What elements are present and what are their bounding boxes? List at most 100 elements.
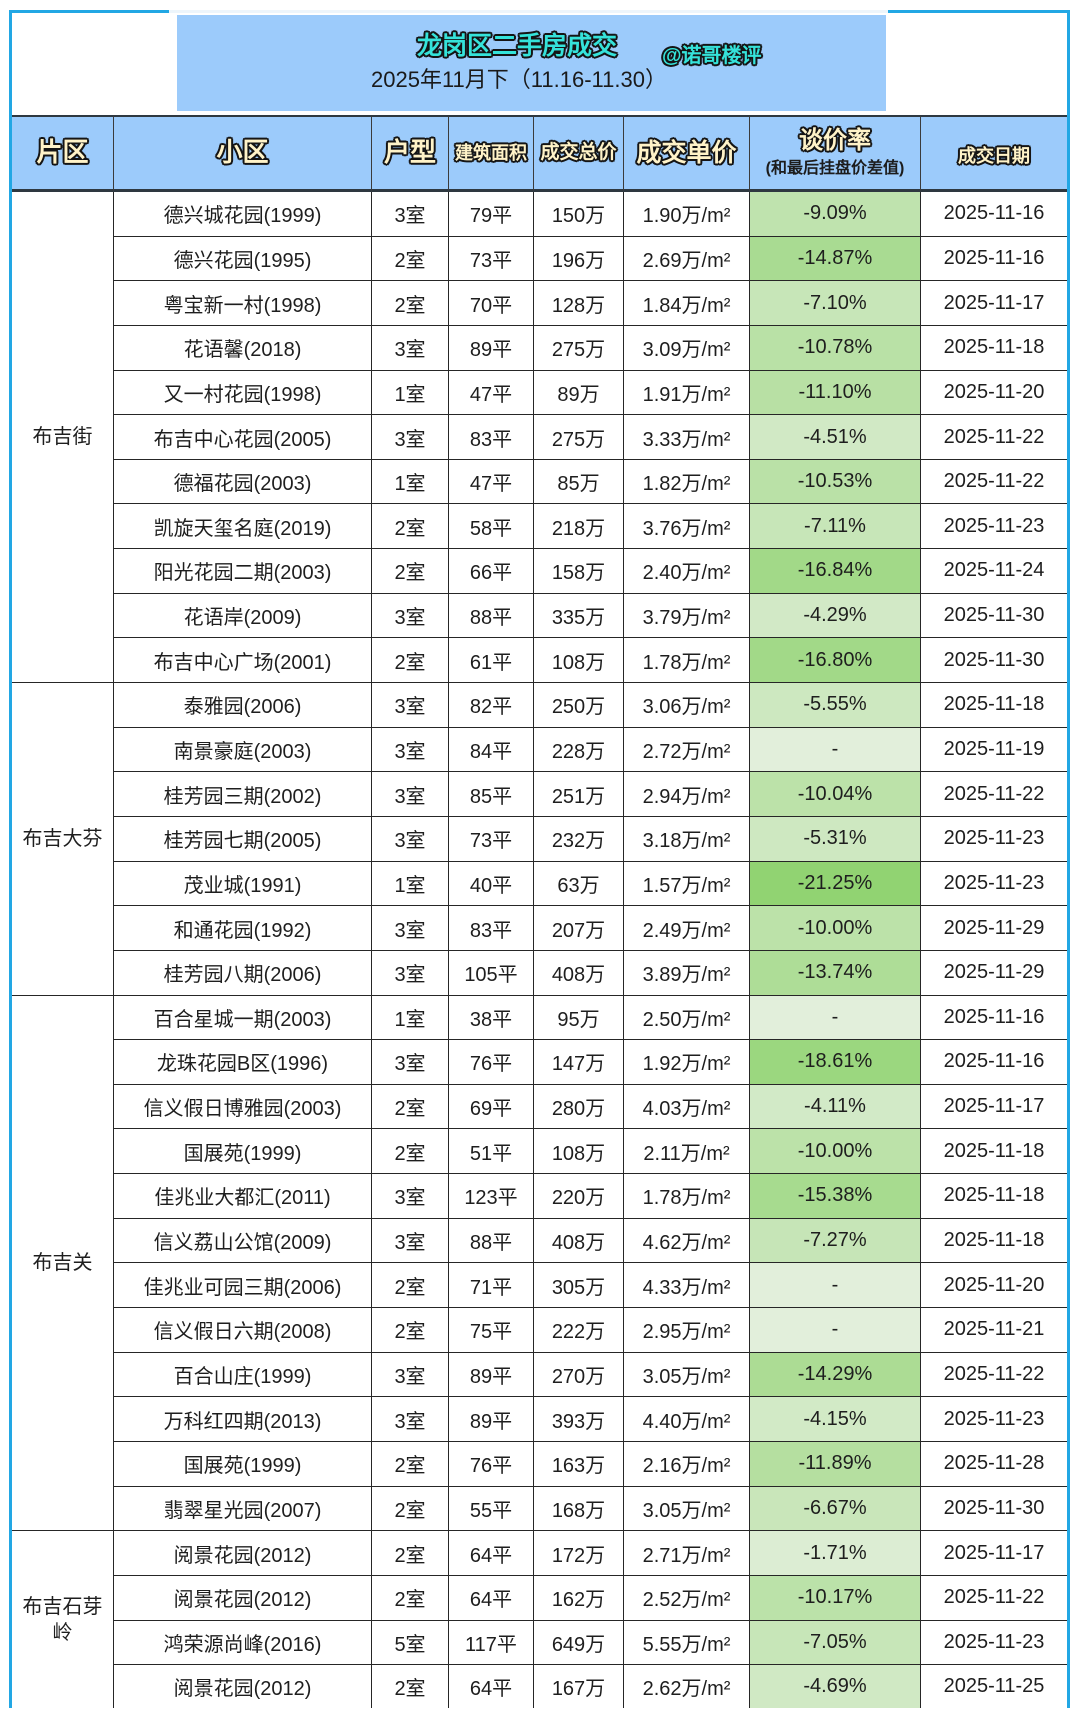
layout-cell: 2室 (372, 1531, 449, 1576)
discount-rate-cell: -7.05% (750, 1620, 921, 1666)
unit-price-cell: 2.69万/m² (624, 236, 750, 282)
layout-cell: 2室 (372, 1441, 449, 1487)
community-cell: 佳兆业可园三期(2006) (114, 1263, 372, 1309)
layout-cell: 3室 (372, 415, 449, 460)
table-row: 阳光花园二期(2003) 2室 66平 158万 2.40万/m² -16.84… (12, 549, 1067, 594)
layout-cell: 3室 (372, 683, 449, 728)
unit-price-cell: 2.94万/m² (624, 772, 750, 817)
discount-rate-cell: -10.00% (750, 906, 921, 951)
table-frame-left (9, 10, 12, 1708)
community-cell: 阅景花园(2012) (114, 1665, 372, 1710)
date-cell: 2025-11-20 (921, 370, 1067, 416)
header-unit-price-label: 成交单价 (636, 138, 737, 167)
community-cell: 万科红四期(2013) (114, 1397, 372, 1442)
community-cell: 阳光花园二期(2003) (114, 549, 372, 594)
layout-cell: 3室 (372, 727, 449, 773)
total-price-cell: 275万 (534, 415, 624, 460)
area-cell: 117平 (449, 1620, 534, 1666)
table-row: 茂业城(1991) 1室 40平 63万 1.57万/m² -21.25% 20… (12, 861, 1067, 907)
date-cell: 2025-11-16 (921, 236, 1067, 282)
total-price-cell: 275万 (534, 325, 624, 371)
table-row: 龙珠花园B区(1996) 3室 76平 147万 1.92万/m² -18.61… (12, 1040, 1067, 1085)
area-cell: 105平 (449, 950, 534, 996)
area-cell: 70平 (449, 281, 534, 326)
total-price-cell: 150万 (534, 192, 624, 237)
transactions-table: 片区 小区 户型 建筑面积 成交总价 成交单价 谈价率 (和最后挂盘价差值) 成… (12, 115, 1067, 1710)
discount-rate-cell: -10.53% (750, 459, 921, 505)
table-row: 布吉石芽岭 阅景花园(2012) 2室 64平 172万 2.71万/m² -1… (12, 1531, 1067, 1710)
discount-rate-cell: -10.17% (750, 1575, 921, 1621)
total-price-cell: 167万 (534, 1665, 624, 1710)
unit-price-cell: 1.57万/m² (624, 861, 750, 907)
unit-price-cell: 1.78万/m² (624, 1174, 750, 1219)
community-cell: 布吉中心花园(2005) (114, 415, 372, 460)
layout-cell: 2室 (372, 1129, 449, 1175)
table-row: 粤宝新一村(1998) 2室 70平 128万 1.84万/m² -7.10% … (12, 281, 1067, 326)
table-row: 和通花园(1992) 3室 83平 207万 2.49万/m² -10.00% … (12, 906, 1067, 951)
layout-cell: 3室 (372, 325, 449, 371)
discount-rate-cell: - (750, 1308, 921, 1353)
discount-rate-cell: -11.10% (750, 370, 921, 416)
header-community-label: 小区 (216, 137, 269, 168)
total-price-cell: 218万 (534, 504, 624, 550)
date-cell: 2025-11-28 (921, 1441, 1067, 1487)
total-price-cell: 95万 (534, 995, 624, 1041)
layout-cell: 2室 (372, 281, 449, 326)
area-cell: 79平 (449, 192, 534, 237)
table-row: 又一村花园(1998) 1室 47平 89万 1.91万/m² -11.10% … (12, 370, 1067, 416)
table-row: 信义假日六期(2008) 2室 75平 222万 2.95万/m² - 2025… (12, 1308, 1067, 1353)
community-cell: 花语馨(2018) (114, 325, 372, 371)
discount-rate-cell: -5.55% (750, 683, 921, 728)
unit-price-cell: 1.90万/m² (624, 192, 750, 237)
date-cell: 2025-11-23 (921, 1397, 1067, 1442)
date-cell: 2025-11-29 (921, 950, 1067, 996)
area-cell: 76平 (449, 1441, 534, 1487)
unit-price-cell: 4.33万/m² (624, 1263, 750, 1309)
area-cell: 89平 (449, 325, 534, 371)
table-row: 布吉关 百合星城一期(2003) 1室 38平 95万 2.50万/m² - 2… (12, 995, 1067, 1532)
date-cell: 2025-11-17 (921, 281, 1067, 326)
layout-cell: 2室 (372, 1665, 449, 1710)
discount-rate-cell: - (750, 995, 921, 1041)
discount-rate-cell: -13.74% (750, 950, 921, 996)
area-cell: 38平 (449, 995, 534, 1041)
unit-price-cell: 3.33万/m² (624, 415, 750, 460)
discount-rate-cell: - (750, 1263, 921, 1309)
area-cell: 73平 (449, 816, 534, 862)
total-price-cell: 250万 (534, 683, 624, 728)
area-cell: 88平 (449, 1218, 534, 1264)
community-cell: 德兴城花园(1999) (114, 192, 372, 237)
date-cell: 2025-11-19 (921, 727, 1067, 773)
date-cell: 2025-11-29 (921, 906, 1067, 951)
unit-price-cell: 2.11万/m² (624, 1129, 750, 1175)
table-row: 布吉中心花园(2005) 3室 83平 275万 3.33万/m² -4.51%… (12, 415, 1067, 460)
unit-price-cell: 2.50万/m² (624, 995, 750, 1041)
table-row: 德福花园(2003) 1室 47平 85万 1.82万/m² -10.53% 2… (12, 459, 1067, 505)
table-row: 布吉大芬 泰雅园(2006) 3室 82平 250万 3.06万/m² -5.5… (12, 683, 1067, 996)
area-cell: 66平 (449, 549, 534, 594)
discount-rate-cell: -11.89% (750, 1441, 921, 1487)
discount-rate-cell: -10.00% (750, 1129, 921, 1175)
discount-rate-cell: -18.61% (750, 1040, 921, 1085)
period-subtitle: 2025年11月下（11.16-11.30） (371, 67, 667, 92)
community-cell: 翡翠星光园(2007) (114, 1486, 372, 1532)
header-unit-price: 成交单价 (624, 115, 750, 192)
discount-rate-cell: -4.11% (750, 1084, 921, 1130)
community-cell: 国展苑(1999) (114, 1129, 372, 1175)
table-row: 德兴花园(1995) 2室 73平 196万 2.69万/m² -14.87% … (12, 236, 1067, 282)
unit-price-cell: 2.40万/m² (624, 549, 750, 594)
date-cell: 2025-11-23 (921, 1620, 1067, 1666)
unit-price-cell: 2.72万/m² (624, 727, 750, 773)
date-cell: 2025-11-17 (921, 1531, 1067, 1576)
unit-price-cell: 2.95万/m² (624, 1308, 750, 1353)
area-cell: 64平 (449, 1665, 534, 1710)
header-layout: 户型 (372, 115, 449, 192)
table-row: 信义假日博雅园(2003) 2室 69平 280万 4.03万/m² -4.11… (12, 1084, 1067, 1130)
community-cell: 龙珠花园B区(1996) (114, 1040, 372, 1085)
date-cell: 2025-11-18 (921, 1174, 1067, 1219)
total-price-cell: 196万 (534, 236, 624, 282)
discount-rate-cell: -14.29% (750, 1352, 921, 1398)
layout-cell: 1室 (372, 370, 449, 416)
date-cell: 2025-11-22 (921, 459, 1067, 505)
screenshot-crop-edge (0, 1708, 1080, 1719)
